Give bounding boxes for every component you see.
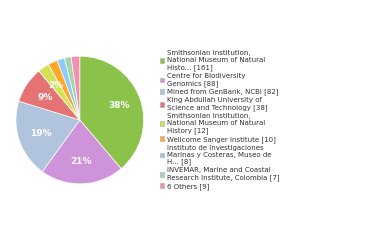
Wedge shape [57, 58, 80, 120]
Text: 2%: 2% [49, 81, 64, 90]
Wedge shape [65, 57, 80, 120]
Text: 21%: 21% [71, 157, 92, 166]
Legend: Smithsonian Institution,
National Museum of Natural
Histo... [161], Centre for B: Smithsonian Institution, National Museum… [160, 50, 280, 190]
Wedge shape [71, 56, 80, 120]
Wedge shape [42, 120, 121, 184]
Wedge shape [48, 60, 80, 120]
Wedge shape [16, 101, 80, 172]
Text: 9%: 9% [38, 93, 53, 102]
Wedge shape [80, 56, 144, 169]
Wedge shape [39, 64, 80, 120]
Wedge shape [19, 71, 80, 120]
Text: 19%: 19% [30, 129, 51, 138]
Text: 38%: 38% [108, 101, 130, 110]
